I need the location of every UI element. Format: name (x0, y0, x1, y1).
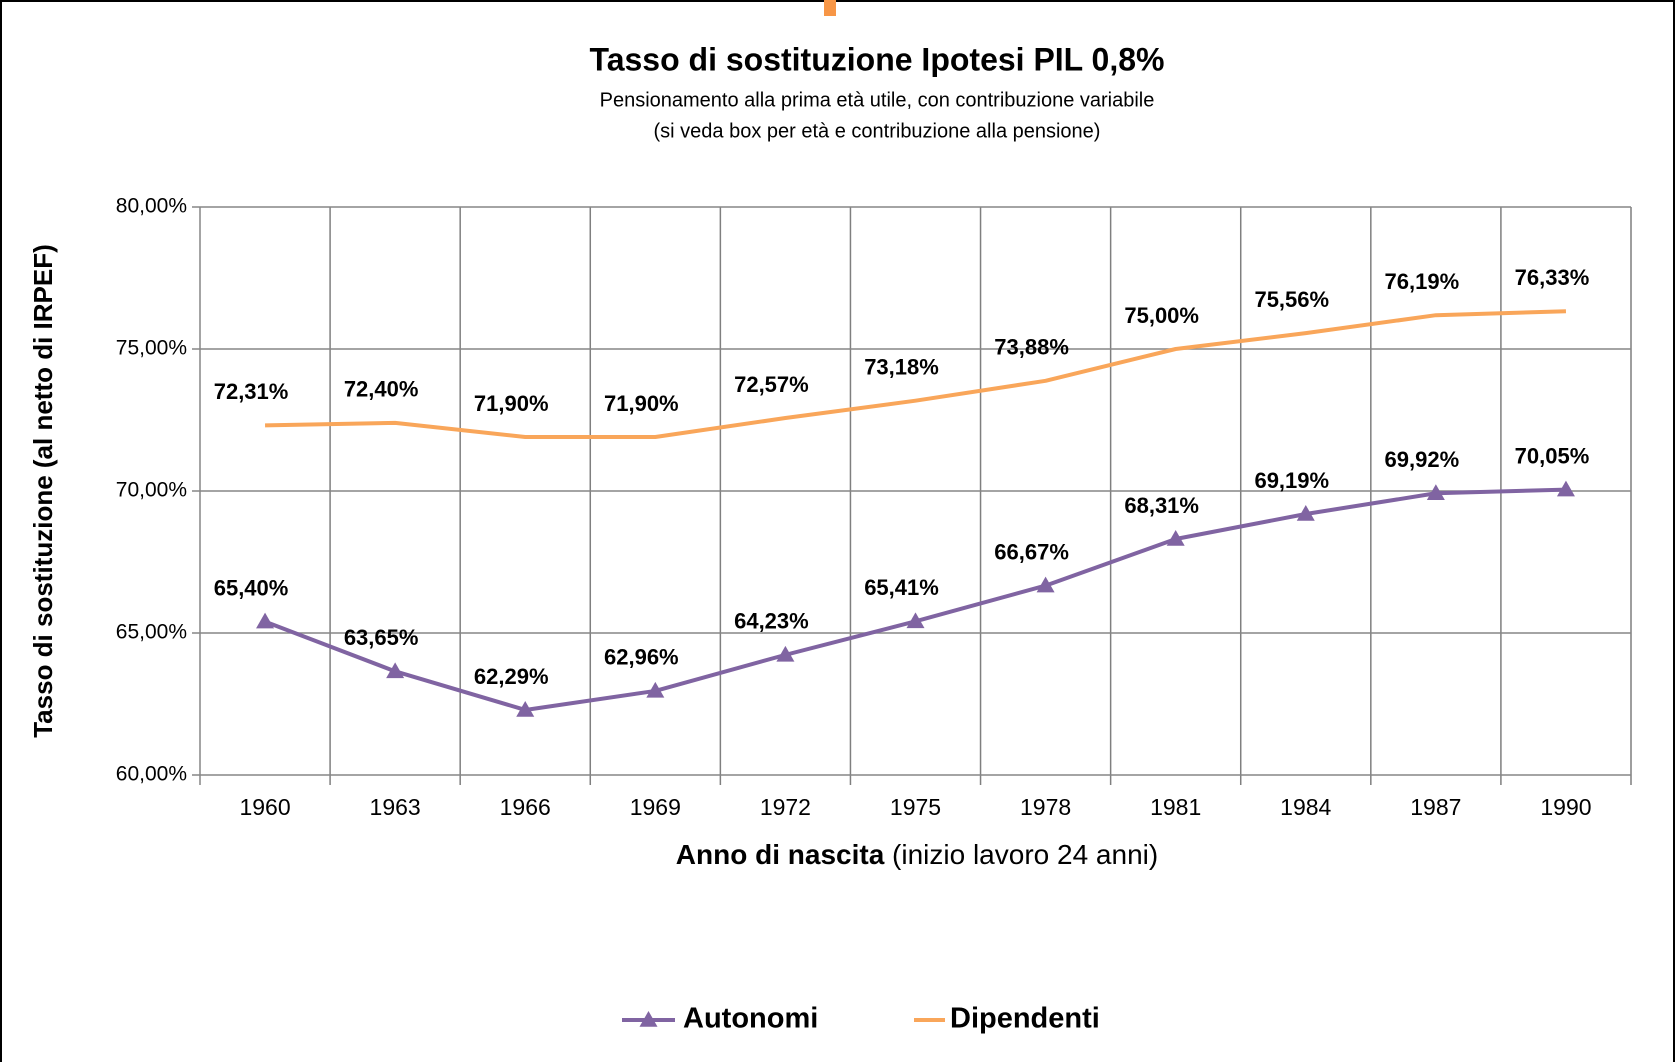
x-tick-label: 1990 (1540, 794, 1591, 820)
data-label: 69,92% (1385, 447, 1460, 472)
data-label: 68,31% (1124, 493, 1199, 518)
data-label: 73,88% (994, 335, 1069, 360)
data-label: 69,19% (1254, 468, 1329, 493)
data-label: 62,96% (604, 645, 679, 670)
data-label: 64,23% (734, 609, 809, 634)
data-label: 72,31% (214, 379, 289, 404)
chart-subtitle: (si veda box per età e contribuzione all… (654, 120, 1101, 142)
data-label: 66,67% (994, 539, 1069, 564)
legend-label: Dipendenti (950, 1003, 1100, 1035)
point-marker (386, 662, 405, 679)
data-label: 65,40% (214, 575, 289, 600)
data-label: 71,90% (604, 391, 679, 416)
data-label: 76,19% (1385, 269, 1460, 294)
point-marker (646, 681, 665, 698)
y-tick-label: 70,00% (116, 479, 187, 502)
x-tick-label: 1984 (1280, 794, 1331, 820)
point-marker (1296, 505, 1315, 521)
legend-label: Autonomi (683, 1003, 818, 1035)
data-label: 72,57% (734, 372, 809, 397)
y-tick-label: 80,00% (116, 195, 187, 218)
x-tick-label: 1972 (760, 794, 811, 820)
x-tick-label: 1987 (1410, 794, 1461, 820)
y-tick-label: 75,00% (116, 337, 187, 360)
data-label: 75,56% (1254, 287, 1329, 312)
data-label: 71,90% (474, 391, 549, 416)
data-label: 76,33% (1515, 265, 1590, 290)
chart-title: Tasso di sostituzione Ipotesi PIL 0,8% (590, 41, 1165, 77)
y-axis-label: Tasso di sostituzione (al netto di IRPEF… (28, 244, 58, 738)
plot-area: 60,00% 65,00% 70,00% 75,00% 80,00% 1960 1963 19… (116, 195, 1632, 820)
point-marker (776, 645, 795, 662)
data-label: 75,00% (1124, 303, 1199, 328)
legend: Autonomi Dipendenti (622, 1003, 1100, 1035)
point-marker (1556, 480, 1575, 497)
x-axis-label: Anno di nascita (inizio lavoro 24 anni) (676, 839, 1158, 870)
data-label: 70,05% (1515, 443, 1590, 468)
x-tick-label: 1963 (370, 794, 421, 820)
x-tick-label: 1975 (890, 794, 941, 820)
data-label: 73,18% (864, 355, 939, 380)
x-tick-label: 1966 (500, 794, 551, 820)
point-marker (1166, 529, 1185, 546)
top-accent (824, 0, 836, 16)
point-marker (516, 700, 535, 717)
chart-subtitle: Pensionamento alla prima età utile, con … (600, 89, 1155, 111)
x-tick-label: 1960 (239, 794, 290, 820)
data-label: 63,65% (344, 625, 419, 650)
point-marker (256, 612, 275, 629)
x-tick-label: 1981 (1150, 794, 1201, 820)
point-marker (1426, 484, 1445, 501)
data-label: 72,40% (344, 377, 419, 402)
data-label: 65,41% (864, 575, 939, 600)
legend-marker (639, 1011, 658, 1027)
x-tick-label: 1978 (1020, 794, 1071, 820)
x-tick-label: 1969 (630, 794, 681, 820)
series-line (265, 309, 1567, 440)
x-axis-note: (inizio lavoro 24 anni) (892, 839, 1158, 870)
data-label: 62,29% (474, 664, 549, 689)
point-marker (906, 612, 925, 629)
y-tick-label: 65,00% (116, 621, 187, 644)
y-tick-label: 60,00% (116, 763, 187, 786)
point-marker (1036, 576, 1055, 593)
x-axis-title: Anno di nascita (676, 839, 885, 870)
